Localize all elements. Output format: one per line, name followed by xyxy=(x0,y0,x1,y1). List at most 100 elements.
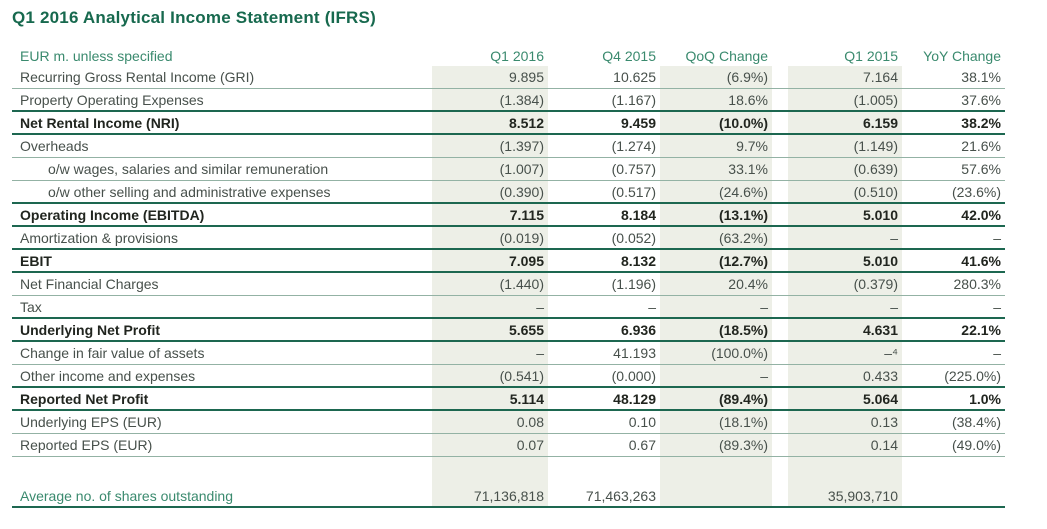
cell-value: 22.1% xyxy=(961,321,1001,338)
row-label: Operating Income (EBITDA) xyxy=(20,206,205,223)
cell-value: 6.159 xyxy=(862,114,898,131)
row-label: Change in fair value of assets xyxy=(20,345,205,361)
cell-value: (23.6%) xyxy=(951,183,1001,200)
cell-value: (1.274) xyxy=(611,138,656,154)
cell-value: (0.019) xyxy=(499,229,544,246)
cell-value: (10.0%) xyxy=(718,114,768,131)
footer-value: 71,136,818 xyxy=(473,487,544,504)
table-body: Recurring Gross Rental Income (GRI) 9.895… xyxy=(12,66,1005,457)
cell-value: (0.541) xyxy=(499,367,544,384)
cell-value: (1.196) xyxy=(611,276,656,292)
table-row: Reported EPS (EUR) 0.07 0.67 (89.3%) 0.14 (49… xyxy=(12,434,1005,457)
cell-value: 37.6% xyxy=(961,91,1001,108)
cell-value: (1.005) xyxy=(853,91,898,108)
cell-value: (1.440) xyxy=(499,276,544,292)
table-row: Amortization & provisions (0.019) (0.052) (… xyxy=(12,227,1005,250)
cell-value: (0.517) xyxy=(611,183,656,200)
cell-value: 9.7% xyxy=(736,138,768,154)
cell-value: (1.149) xyxy=(853,138,898,154)
cell-value: (225.0%) xyxy=(944,367,1001,384)
footer-value: 71,463,263 xyxy=(585,487,656,504)
table-row: Property Operating Expenses (1.384) (1.167… xyxy=(12,89,1005,112)
cell-value: 21.6% xyxy=(961,138,1001,154)
cell-value: 5.064 xyxy=(862,390,898,407)
cell-value: 48.129 xyxy=(613,390,656,407)
table-row: EBIT 7.095 8.132 (12.7%) 5.010 41.6% xyxy=(12,250,1005,273)
table-row: Reported Net Profit 5.114 48.129 (89.4%) 5.0… xyxy=(12,388,1005,411)
cell-value: – xyxy=(648,298,656,315)
cell-value: (0.379) xyxy=(853,276,898,292)
cell-value: – xyxy=(993,229,1001,246)
cell-value: 0.10 xyxy=(628,414,656,430)
table-row: o/w other selling and administrative exp… xyxy=(12,181,1005,204)
table-row: Underlying Net Profit 5.655 6.936 (18.5%) 4.… xyxy=(12,319,1005,342)
cell-value: 7.164 xyxy=(862,69,898,85)
cell-value: 10.625 xyxy=(613,69,656,85)
cell-value: – xyxy=(760,367,768,384)
row-label: Underlying Net Profit xyxy=(20,321,161,338)
cell-value: 9.895 xyxy=(508,69,544,85)
cell-value: (0.510) xyxy=(853,183,898,200)
cell-value: 20.4% xyxy=(728,276,768,292)
cell-value: 0.67 xyxy=(628,437,656,453)
cell-value: – xyxy=(536,298,544,315)
table-row: Other income and expenses (0.541) (0.000) –… xyxy=(12,365,1005,388)
cell-value: 0.08 xyxy=(516,414,544,430)
cell-value: 4.631 xyxy=(862,321,898,338)
cell-value: 38.1% xyxy=(961,69,1001,85)
table-row: Recurring Gross Rental Income (GRI) 9.895… xyxy=(12,66,1005,89)
cell-value: 42.0% xyxy=(961,206,1001,223)
cell-value: 9.459 xyxy=(620,114,656,131)
cell-value: 1.0% xyxy=(969,390,1001,407)
row-label: o/w wages, salaries and similar remunera… xyxy=(48,161,329,177)
row-label: Net Rental Income (NRI) xyxy=(20,114,180,131)
cell-value: 57.6% xyxy=(961,161,1001,177)
cell-value: 41.6% xyxy=(961,252,1001,269)
cell-value: (1.007) xyxy=(499,161,544,177)
table-row: Net Financial Charges (1.440) (1.196) 20.4%… xyxy=(12,273,1005,296)
cell-value: (0.052) xyxy=(611,229,656,246)
cell-value: 38.2% xyxy=(961,114,1001,131)
cell-value: 5.010 xyxy=(862,252,898,269)
column-header: Q1 2015 xyxy=(844,48,898,64)
cell-value: 0.13 xyxy=(870,414,898,430)
cell-value: (6.9%) xyxy=(726,69,768,85)
cell-value: 280.3% xyxy=(953,276,1001,292)
column-header: YoY Change xyxy=(923,48,1001,64)
column-header: Q4 2015 xyxy=(602,48,656,64)
cell-value: 41.193 xyxy=(613,345,656,361)
row-label: Underlying EPS (EUR) xyxy=(20,414,162,430)
cell-value: (24.6%) xyxy=(718,183,768,200)
table-footer-row: Average no. of shares outstanding 71,136,… xyxy=(12,485,1005,508)
cell-value: 18.6% xyxy=(728,91,768,108)
cell-value: 0.14 xyxy=(870,437,898,453)
column-highlight-q1-2016 xyxy=(432,66,548,508)
cell-value: 0.07 xyxy=(516,437,544,453)
cell-value: – xyxy=(993,298,1001,315)
row-label: o/w other selling and administrative exp… xyxy=(48,183,331,200)
cell-value: (89.4%) xyxy=(718,390,768,407)
cell-value: 7.095 xyxy=(508,252,544,269)
row-label: Net Financial Charges xyxy=(20,276,159,292)
cell-value: (100.0%) xyxy=(711,345,768,361)
column-highlight-qoq-change xyxy=(660,66,772,508)
row-label: Other income and expenses xyxy=(20,367,196,384)
row-label: EBIT xyxy=(20,252,52,269)
column-highlight-q1-2015 xyxy=(788,66,902,508)
row-label: Recurring Gross Rental Income (GRI) xyxy=(20,69,255,85)
cell-value: 8.512 xyxy=(508,114,544,131)
cell-value: (1.397) xyxy=(499,138,544,154)
row-label: Reported EPS (EUR) xyxy=(20,437,153,453)
page-title: Q1 2016 Analytical Income Statement (IFR… xyxy=(12,8,376,27)
cell-value: – xyxy=(760,298,768,315)
cell-value: 6.936 xyxy=(620,321,656,338)
cell-value: (1.384) xyxy=(499,91,544,108)
cell-value: 5.010 xyxy=(862,206,898,223)
cell-value: (89.3%) xyxy=(718,437,768,453)
report-page: Q1 2016 Analytical Income Statement (IFR… xyxy=(12,8,1005,508)
cell-value: 5.655 xyxy=(508,321,544,338)
cell-value: (38.4%) xyxy=(951,414,1001,430)
cell-value: (12.7%) xyxy=(718,252,768,269)
table-row: Operating Income (EBITDA) 7.115 8.184 (13.1… xyxy=(12,204,1005,227)
cell-value: (0.390) xyxy=(499,183,544,200)
